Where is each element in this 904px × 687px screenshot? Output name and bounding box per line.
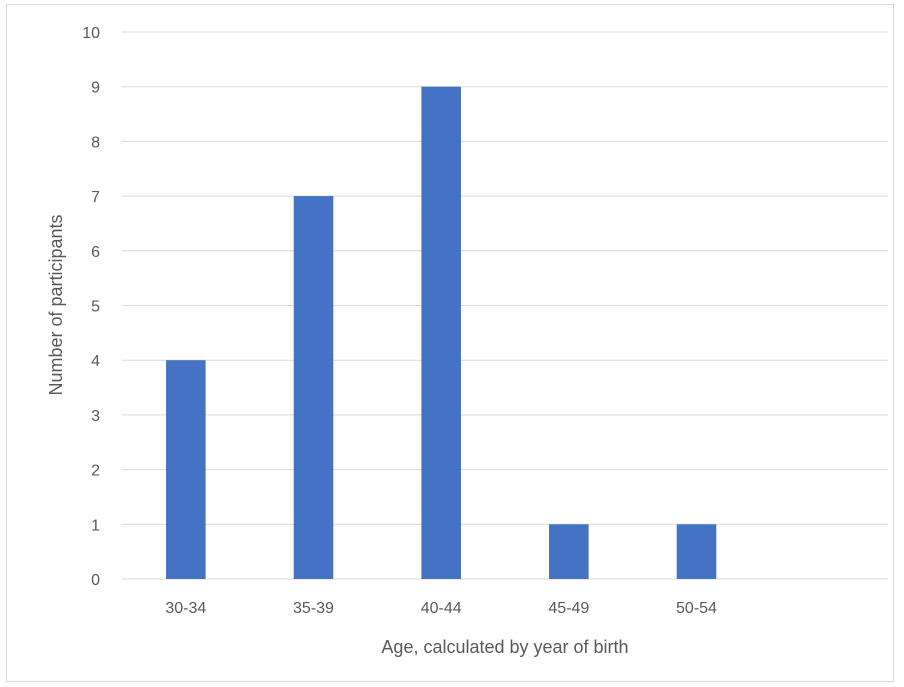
x-tick-label: 50-54 — [676, 600, 717, 617]
y-tick-label: 7 — [91, 189, 100, 206]
y-tick-label: 8 — [91, 134, 100, 151]
x-tick-label: 40-44 — [421, 600, 462, 617]
y-tick-label: 6 — [91, 244, 100, 261]
bar-30-34 — [166, 360, 206, 579]
bar-40-44 — [421, 86, 461, 579]
x-axis-title: Age, calculated by year of birth — [381, 637, 628, 657]
bar-50-54 — [676, 524, 717, 579]
y-tick-label: 9 — [91, 80, 100, 97]
y-tick-label: 10 — [82, 25, 100, 42]
bars — [166, 86, 717, 579]
y-tick-label: 5 — [91, 299, 100, 316]
x-tick-label: 35-39 — [293, 600, 334, 617]
y-tick-label: 4 — [91, 353, 100, 370]
y-tick-label: 2 — [91, 463, 100, 480]
y-tick-label: 1 — [91, 517, 100, 534]
bar-35-39 — [293, 196, 334, 579]
y-axis-ticks: 0 1 2 3 4 5 6 7 8 9 10 — [82, 25, 100, 589]
y-tick-label: 3 — [91, 408, 100, 425]
x-tick-label: 45-49 — [548, 600, 589, 617]
bar-45-49 — [549, 524, 589, 579]
y-tick-label: 0 — [91, 572, 100, 589]
y-axis-title: Number of participants — [46, 214, 66, 395]
x-tick-label: 30-34 — [165, 600, 206, 617]
x-axis-ticks: 30-34 35-39 40-44 45-49 50-54 — [165, 600, 717, 617]
gridlines — [122, 31, 888, 580]
